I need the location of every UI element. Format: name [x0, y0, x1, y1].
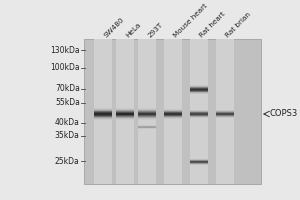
Bar: [116, 118, 134, 119]
Bar: [190, 111, 208, 112]
Bar: [116, 113, 134, 114]
Bar: [164, 116, 182, 117]
Text: 130kDa: 130kDa: [50, 46, 80, 55]
Bar: [164, 113, 182, 114]
Bar: [190, 86, 208, 87]
Bar: [116, 116, 134, 117]
Bar: [94, 111, 112, 112]
Bar: [138, 113, 156, 114]
Text: HeLa: HeLa: [125, 21, 142, 38]
Text: 100kDa: 100kDa: [50, 63, 80, 72]
Bar: [116, 112, 134, 113]
Bar: [116, 39, 134, 184]
Bar: [164, 112, 182, 113]
Bar: [164, 39, 182, 184]
Bar: [116, 109, 134, 110]
Bar: [138, 39, 156, 184]
Text: 35kDa: 35kDa: [55, 131, 80, 140]
Bar: [138, 111, 156, 112]
Bar: [138, 112, 156, 113]
Text: 55kDa: 55kDa: [55, 98, 80, 107]
Bar: [94, 109, 112, 110]
Bar: [190, 110, 208, 111]
Bar: [94, 115, 112, 116]
Text: 40kDa: 40kDa: [55, 118, 80, 127]
Bar: [190, 88, 208, 89]
Bar: [138, 110, 156, 111]
Bar: [190, 87, 208, 88]
Bar: [138, 117, 156, 118]
Bar: [84, 39, 261, 184]
Bar: [116, 115, 134, 116]
Bar: [190, 91, 208, 92]
Bar: [216, 112, 234, 113]
Bar: [216, 114, 234, 115]
Bar: [116, 119, 134, 120]
Bar: [216, 116, 234, 117]
Bar: [216, 113, 234, 114]
Bar: [116, 110, 134, 111]
Bar: [94, 116, 112, 117]
Text: Rat brian: Rat brian: [225, 11, 252, 38]
Bar: [190, 39, 208, 184]
Bar: [164, 118, 182, 119]
Text: 70kDa: 70kDa: [55, 84, 80, 93]
Bar: [190, 90, 208, 91]
Bar: [138, 119, 156, 120]
Bar: [190, 114, 208, 115]
Bar: [94, 118, 112, 119]
Bar: [190, 92, 208, 93]
Text: Rat heart: Rat heart: [199, 10, 227, 38]
Bar: [94, 108, 112, 109]
Bar: [116, 111, 134, 112]
Text: SW480: SW480: [103, 16, 125, 38]
Bar: [138, 114, 156, 115]
Bar: [216, 115, 234, 116]
Text: 293T: 293T: [147, 21, 164, 38]
Bar: [164, 115, 182, 116]
Bar: [216, 117, 234, 118]
Bar: [94, 110, 112, 111]
Bar: [94, 117, 112, 118]
Bar: [216, 110, 234, 111]
Bar: [94, 119, 112, 120]
Bar: [116, 117, 134, 118]
Bar: [164, 109, 182, 110]
Bar: [190, 116, 208, 117]
Bar: [190, 115, 208, 116]
Bar: [190, 117, 208, 118]
Bar: [216, 111, 234, 112]
Bar: [138, 108, 156, 109]
Bar: [94, 112, 112, 113]
Bar: [94, 113, 112, 114]
Bar: [94, 39, 112, 184]
Bar: [164, 111, 182, 112]
Bar: [216, 39, 234, 184]
Bar: [138, 118, 156, 119]
Text: 25kDa: 25kDa: [55, 157, 80, 166]
Bar: [138, 116, 156, 117]
Bar: [94, 114, 112, 115]
Bar: [164, 110, 182, 111]
Bar: [190, 112, 208, 113]
Bar: [190, 85, 208, 86]
Bar: [190, 89, 208, 90]
Bar: [138, 109, 156, 110]
Bar: [190, 113, 208, 114]
Bar: [164, 117, 182, 118]
Bar: [138, 115, 156, 116]
Bar: [116, 114, 134, 115]
Bar: [164, 114, 182, 115]
Text: Mouse heart: Mouse heart: [173, 2, 209, 38]
Text: COPS3: COPS3: [270, 109, 298, 118]
Bar: [116, 108, 134, 109]
Bar: [190, 93, 208, 94]
